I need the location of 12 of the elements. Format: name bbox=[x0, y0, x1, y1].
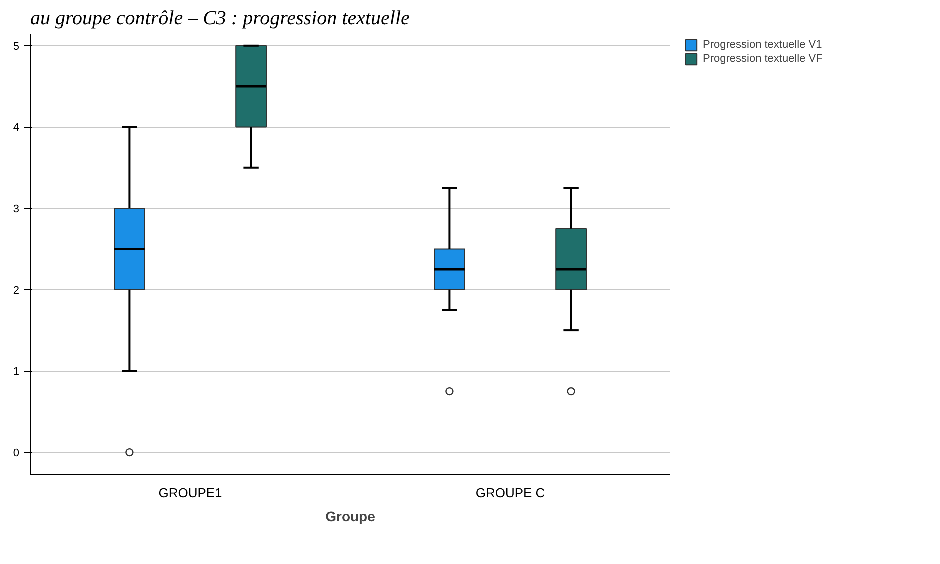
x-tick-label: GROUPE C bbox=[476, 486, 546, 500]
y-tick-label: 4 bbox=[13, 122, 20, 134]
x-tick-label: GROUPE1 bbox=[158, 486, 222, 500]
y-tick-label: 3 bbox=[13, 204, 20, 216]
legend-label: Progression textuelle VF bbox=[703, 52, 823, 66]
chart-title: au groupe contrôle – C3 : progression textuelle bbox=[30, 8, 410, 30]
y-tick-label: 5 bbox=[13, 40, 20, 53]
y-tick-label: 1 bbox=[13, 366, 20, 378]
y-tick-label: 2 bbox=[13, 284, 20, 297]
legend-label: Progression textuelle V1 bbox=[703, 38, 822, 52]
y-tick-label: 0 bbox=[13, 448, 20, 460]
x-axis-title: Groupe bbox=[326, 508, 376, 524]
